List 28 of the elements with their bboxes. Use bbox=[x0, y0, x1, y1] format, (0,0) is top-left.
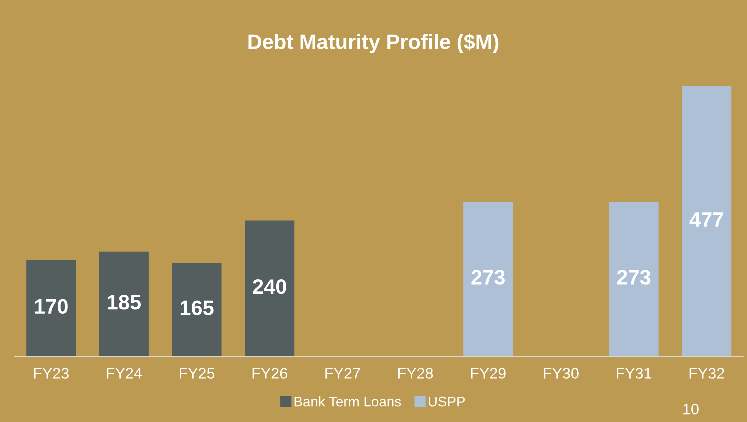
data-label: 185 bbox=[108, 295, 141, 310]
x-tick-label: FY27 bbox=[326, 368, 360, 379]
data-label: 273 bbox=[617, 270, 651, 285]
x-tick-label: FY24 bbox=[107, 368, 142, 379]
x-tick-label: FY30 bbox=[544, 368, 579, 379]
x-tick-label: FY32 bbox=[690, 368, 724, 379]
bar bbox=[99, 252, 149, 357]
data-label: 273 bbox=[472, 270, 505, 285]
x-tick-label: FY31 bbox=[617, 368, 652, 379]
bar bbox=[682, 86, 732, 357]
bar bbox=[245, 220, 295, 357]
text: 10 bbox=[684, 404, 699, 415]
data-label: 477 bbox=[690, 212, 724, 227]
chart-title: Debt Maturity Profile ($M) bbox=[248, 34, 499, 54]
x-tick-label: FY28 bbox=[398, 368, 434, 379]
bar bbox=[609, 202, 659, 357]
data-label: 240 bbox=[253, 279, 286, 294]
x-tick-label: FY29 bbox=[471, 368, 506, 379]
legend-label: USPP bbox=[429, 396, 466, 407]
x-tick-label: FY25 bbox=[180, 368, 215, 379]
data-label: 170 bbox=[35, 299, 68, 314]
data-label: 165 bbox=[180, 300, 214, 316]
x-tick-label: FY23 bbox=[34, 368, 69, 379]
legend-label: Bank Term Loans bbox=[294, 396, 402, 407]
bar bbox=[26, 260, 76, 357]
x-tick-label: FY26 bbox=[252, 368, 288, 379]
bar bbox=[464, 202, 514, 357]
bar bbox=[172, 263, 222, 357]
